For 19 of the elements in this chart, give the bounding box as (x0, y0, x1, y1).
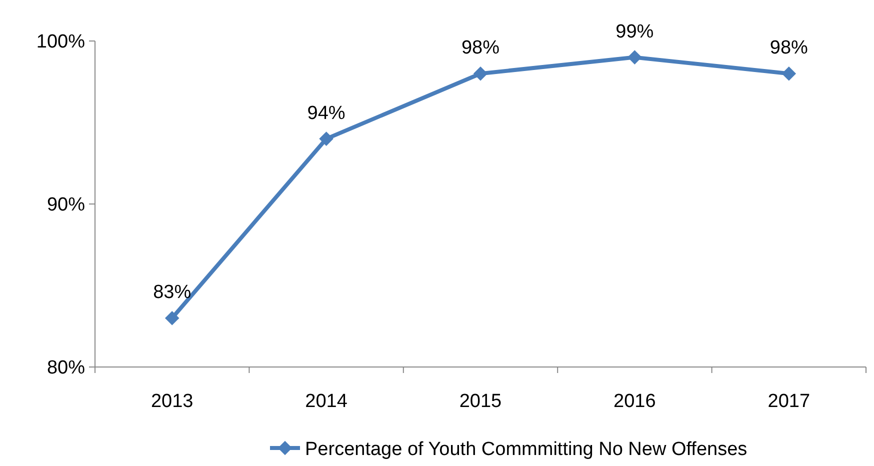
data-label: 98% (770, 38, 808, 59)
x-tick-label: 2016 (614, 391, 656, 412)
x-tick-label: 2015 (459, 391, 502, 412)
y-tick-label: 80% (46, 358, 86, 379)
y-tick-label: 100% (36, 32, 86, 53)
point (473, 66, 488, 81)
x-tick-label: 2017 (768, 391, 810, 412)
point (164, 310, 180, 326)
point (319, 132, 334, 146)
data-label: 83% (153, 282, 192, 304)
x-tick-label: 2013 (150, 391, 194, 412)
x-tick-label: 2014 (305, 391, 348, 412)
legend-label: Percentage of Youth Commmitting No New Offenses (305, 439, 748, 460)
y-tick-label: 90% (46, 194, 86, 216)
point (628, 50, 642, 64)
data-label: 94% (307, 102, 346, 124)
point (782, 66, 796, 81)
data-label: 98% (461, 38, 500, 59)
data-label: 99% (616, 21, 654, 42)
